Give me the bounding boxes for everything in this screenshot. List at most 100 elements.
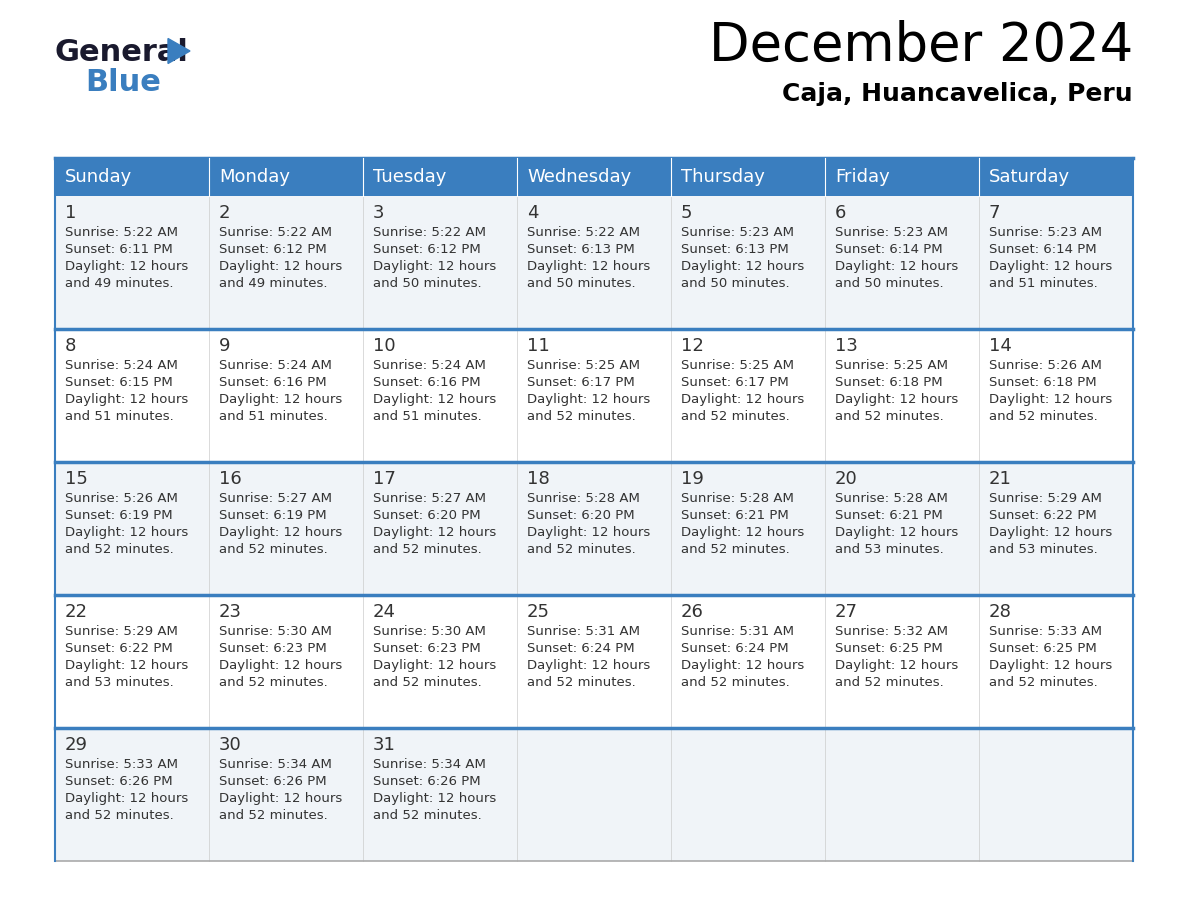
Text: Sunset: 6:25 PM: Sunset: 6:25 PM xyxy=(835,642,943,655)
Bar xyxy=(824,329,979,462)
Text: Sunset: 6:20 PM: Sunset: 6:20 PM xyxy=(373,509,481,522)
Bar xyxy=(209,595,364,728)
Bar xyxy=(209,462,364,595)
Text: and 49 minutes.: and 49 minutes. xyxy=(219,277,328,290)
Text: and 52 minutes.: and 52 minutes. xyxy=(219,809,328,822)
Text: 11: 11 xyxy=(527,337,550,355)
Text: Daylight: 12 hours: Daylight: 12 hours xyxy=(219,260,342,273)
Bar xyxy=(364,196,517,329)
Text: Sunrise: 5:22 AM: Sunrise: 5:22 AM xyxy=(219,226,331,239)
Text: Thursday: Thursday xyxy=(681,168,765,186)
Text: Blue: Blue xyxy=(86,68,160,97)
Text: Sunset: 6:12 PM: Sunset: 6:12 PM xyxy=(219,243,327,256)
Text: Sunset: 6:21 PM: Sunset: 6:21 PM xyxy=(681,509,789,522)
Text: Daylight: 12 hours: Daylight: 12 hours xyxy=(835,393,959,406)
Text: Tuesday: Tuesday xyxy=(373,168,447,186)
Text: and 52 minutes.: and 52 minutes. xyxy=(835,676,943,689)
Text: and 51 minutes.: and 51 minutes. xyxy=(219,410,328,423)
Text: Sunset: 6:11 PM: Sunset: 6:11 PM xyxy=(65,243,172,256)
Text: Sunset: 6:19 PM: Sunset: 6:19 PM xyxy=(219,509,327,522)
Text: Sunset: 6:14 PM: Sunset: 6:14 PM xyxy=(835,243,942,256)
Text: 22: 22 xyxy=(65,603,88,621)
Text: and 52 minutes.: and 52 minutes. xyxy=(681,676,790,689)
Bar xyxy=(209,158,364,196)
Text: Sunrise: 5:33 AM: Sunrise: 5:33 AM xyxy=(65,758,178,771)
Bar xyxy=(55,462,209,595)
Bar xyxy=(364,158,517,196)
Text: Sunset: 6:21 PM: Sunset: 6:21 PM xyxy=(835,509,943,522)
Bar xyxy=(979,462,1133,595)
Text: Daylight: 12 hours: Daylight: 12 hours xyxy=(681,659,804,672)
Text: Daylight: 12 hours: Daylight: 12 hours xyxy=(373,393,497,406)
Text: Sunrise: 5:31 AM: Sunrise: 5:31 AM xyxy=(681,625,794,638)
Text: Sunset: 6:22 PM: Sunset: 6:22 PM xyxy=(65,642,172,655)
Text: Sunset: 6:23 PM: Sunset: 6:23 PM xyxy=(219,642,327,655)
Text: Sunrise: 5:22 AM: Sunrise: 5:22 AM xyxy=(373,226,486,239)
Text: Sunrise: 5:28 AM: Sunrise: 5:28 AM xyxy=(835,492,948,505)
Text: December 2024: December 2024 xyxy=(709,20,1133,72)
Text: and 52 minutes.: and 52 minutes. xyxy=(527,543,636,556)
Text: Daylight: 12 hours: Daylight: 12 hours xyxy=(373,260,497,273)
Text: 6: 6 xyxy=(835,204,846,222)
Text: Daylight: 12 hours: Daylight: 12 hours xyxy=(65,659,188,672)
Text: Sunrise: 5:24 AM: Sunrise: 5:24 AM xyxy=(65,359,178,372)
Text: Sunrise: 5:34 AM: Sunrise: 5:34 AM xyxy=(219,758,331,771)
Text: 23: 23 xyxy=(219,603,242,621)
Text: Daylight: 12 hours: Daylight: 12 hours xyxy=(681,393,804,406)
Text: 21: 21 xyxy=(988,470,1012,488)
Text: Sunset: 6:15 PM: Sunset: 6:15 PM xyxy=(65,376,172,389)
Bar xyxy=(824,462,979,595)
Text: Daylight: 12 hours: Daylight: 12 hours xyxy=(65,792,188,805)
Text: Daylight: 12 hours: Daylight: 12 hours xyxy=(373,526,497,539)
Bar xyxy=(979,329,1133,462)
Text: 17: 17 xyxy=(373,470,396,488)
Bar xyxy=(824,728,979,861)
Text: Sunrise: 5:25 AM: Sunrise: 5:25 AM xyxy=(681,359,794,372)
Text: 12: 12 xyxy=(681,337,703,355)
Text: Sunset: 6:14 PM: Sunset: 6:14 PM xyxy=(988,243,1097,256)
Text: Daylight: 12 hours: Daylight: 12 hours xyxy=(527,526,650,539)
Text: Sunday: Sunday xyxy=(65,168,132,186)
Text: and 52 minutes.: and 52 minutes. xyxy=(373,676,482,689)
Text: and 52 minutes.: and 52 minutes. xyxy=(373,809,482,822)
Text: 9: 9 xyxy=(219,337,230,355)
Text: 27: 27 xyxy=(835,603,858,621)
Text: Sunrise: 5:24 AM: Sunrise: 5:24 AM xyxy=(373,359,486,372)
Text: and 51 minutes.: and 51 minutes. xyxy=(988,277,1098,290)
Text: 4: 4 xyxy=(527,204,538,222)
Text: and 52 minutes.: and 52 minutes. xyxy=(527,410,636,423)
Bar xyxy=(364,462,517,595)
Text: Sunset: 6:26 PM: Sunset: 6:26 PM xyxy=(219,775,327,788)
Text: Saturday: Saturday xyxy=(988,168,1070,186)
Text: Daylight: 12 hours: Daylight: 12 hours xyxy=(527,260,650,273)
Text: and 50 minutes.: and 50 minutes. xyxy=(681,277,790,290)
Text: Sunset: 6:25 PM: Sunset: 6:25 PM xyxy=(988,642,1097,655)
Text: Sunrise: 5:22 AM: Sunrise: 5:22 AM xyxy=(527,226,640,239)
Bar xyxy=(671,329,824,462)
Text: 25: 25 xyxy=(527,603,550,621)
Text: Sunset: 6:24 PM: Sunset: 6:24 PM xyxy=(681,642,789,655)
Text: and 52 minutes.: and 52 minutes. xyxy=(219,676,328,689)
Text: Sunrise: 5:23 AM: Sunrise: 5:23 AM xyxy=(835,226,948,239)
Text: Sunrise: 5:29 AM: Sunrise: 5:29 AM xyxy=(65,625,178,638)
Text: Sunset: 6:23 PM: Sunset: 6:23 PM xyxy=(373,642,481,655)
Text: Daylight: 12 hours: Daylight: 12 hours xyxy=(219,393,342,406)
Text: and 52 minutes.: and 52 minutes. xyxy=(219,543,328,556)
Bar xyxy=(979,595,1133,728)
Text: Sunrise: 5:28 AM: Sunrise: 5:28 AM xyxy=(527,492,640,505)
Text: Sunset: 6:12 PM: Sunset: 6:12 PM xyxy=(373,243,481,256)
Text: Sunrise: 5:32 AM: Sunrise: 5:32 AM xyxy=(835,625,948,638)
Text: Sunset: 6:16 PM: Sunset: 6:16 PM xyxy=(373,376,481,389)
Text: Daylight: 12 hours: Daylight: 12 hours xyxy=(988,393,1112,406)
Text: Sunrise: 5:22 AM: Sunrise: 5:22 AM xyxy=(65,226,178,239)
Text: and 52 minutes.: and 52 minutes. xyxy=(527,676,636,689)
Text: 5: 5 xyxy=(681,204,693,222)
Text: Daylight: 12 hours: Daylight: 12 hours xyxy=(219,659,342,672)
Text: and 51 minutes.: and 51 minutes. xyxy=(373,410,482,423)
Text: and 52 minutes.: and 52 minutes. xyxy=(681,410,790,423)
Text: Sunrise: 5:29 AM: Sunrise: 5:29 AM xyxy=(988,492,1102,505)
Text: and 52 minutes.: and 52 minutes. xyxy=(65,809,173,822)
Text: Sunrise: 5:26 AM: Sunrise: 5:26 AM xyxy=(65,492,178,505)
Text: Sunrise: 5:27 AM: Sunrise: 5:27 AM xyxy=(219,492,331,505)
Text: and 52 minutes.: and 52 minutes. xyxy=(835,410,943,423)
